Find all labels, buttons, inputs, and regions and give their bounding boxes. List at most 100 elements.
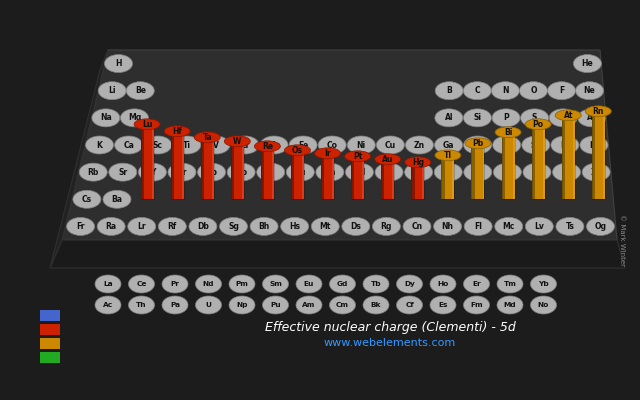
Ellipse shape — [129, 296, 154, 314]
Text: Sn: Sn — [472, 168, 483, 177]
Text: Fl: Fl — [474, 222, 482, 231]
Ellipse shape — [556, 110, 581, 121]
Ellipse shape — [198, 163, 225, 181]
Ellipse shape — [128, 218, 156, 236]
Text: Pu: Pu — [270, 302, 281, 308]
Text: W: W — [233, 137, 241, 146]
Polygon shape — [445, 155, 454, 199]
Text: Xe: Xe — [591, 168, 602, 177]
Ellipse shape — [463, 109, 492, 127]
Text: Ag: Ag — [383, 168, 395, 177]
Text: Ds: Ds — [350, 222, 361, 231]
Ellipse shape — [311, 218, 339, 236]
Text: Tl: Tl — [444, 151, 452, 160]
Polygon shape — [201, 137, 204, 199]
Ellipse shape — [262, 296, 289, 314]
Text: Na: Na — [100, 113, 112, 122]
Text: Rg: Rg — [381, 222, 392, 231]
Ellipse shape — [79, 163, 108, 181]
Ellipse shape — [173, 136, 201, 154]
Ellipse shape — [397, 275, 422, 293]
Text: Mo: Mo — [235, 168, 248, 177]
Ellipse shape — [224, 136, 250, 147]
Ellipse shape — [375, 163, 403, 181]
Text: Ni: Ni — [356, 140, 366, 150]
Text: Cu: Cu — [385, 140, 396, 150]
Text: U: U — [205, 302, 211, 308]
Ellipse shape — [95, 296, 121, 314]
Text: www.webelements.com: www.webelements.com — [324, 338, 456, 348]
Text: Db: Db — [197, 222, 209, 231]
Text: Br: Br — [560, 140, 570, 150]
Polygon shape — [141, 124, 144, 199]
Ellipse shape — [522, 136, 550, 154]
Ellipse shape — [435, 150, 461, 161]
Ellipse shape — [376, 136, 404, 154]
Text: Ar: Ar — [587, 113, 596, 122]
Polygon shape — [483, 143, 484, 199]
Text: Ne: Ne — [584, 86, 595, 95]
Polygon shape — [573, 115, 575, 199]
Text: Pd: Pd — [354, 168, 365, 177]
Text: He: He — [582, 59, 593, 68]
Text: Rb: Rb — [88, 168, 99, 177]
Ellipse shape — [404, 163, 433, 181]
Text: N: N — [502, 86, 509, 95]
Ellipse shape — [250, 218, 278, 236]
Polygon shape — [50, 240, 625, 268]
Ellipse shape — [556, 218, 584, 236]
Ellipse shape — [406, 136, 433, 154]
Ellipse shape — [67, 218, 95, 236]
Text: Te: Te — [532, 168, 542, 177]
Text: Cd: Cd — [413, 168, 424, 177]
Text: Ba: Ba — [111, 195, 122, 204]
Ellipse shape — [547, 82, 575, 100]
Text: Yb: Yb — [538, 281, 549, 287]
Text: Rn: Rn — [593, 107, 604, 116]
Polygon shape — [475, 143, 484, 199]
Ellipse shape — [115, 136, 143, 154]
Text: Ge: Ge — [472, 140, 483, 150]
Polygon shape — [171, 131, 174, 199]
Text: Tb: Tb — [371, 281, 381, 287]
Text: Zr: Zr — [177, 168, 187, 177]
Ellipse shape — [86, 136, 113, 154]
Polygon shape — [603, 111, 605, 199]
Text: P: P — [503, 113, 509, 122]
Polygon shape — [592, 111, 595, 199]
Text: Rf: Rf — [168, 222, 177, 231]
Text: Pt: Pt — [353, 152, 362, 161]
Ellipse shape — [375, 154, 401, 165]
Text: Ra: Ra — [106, 222, 116, 231]
Polygon shape — [212, 137, 214, 199]
Polygon shape — [422, 162, 424, 199]
Text: Og: Og — [595, 222, 607, 231]
Ellipse shape — [296, 296, 322, 314]
Text: Es: Es — [438, 302, 448, 308]
Text: Ca: Ca — [123, 140, 134, 150]
Polygon shape — [415, 162, 424, 199]
Polygon shape — [502, 132, 505, 199]
Ellipse shape — [158, 218, 186, 236]
Ellipse shape — [330, 275, 355, 293]
Ellipse shape — [289, 136, 317, 154]
Ellipse shape — [194, 132, 220, 143]
Text: Rh: Rh — [324, 168, 335, 177]
Ellipse shape — [465, 138, 491, 149]
Text: Li: Li — [108, 86, 116, 95]
Ellipse shape — [580, 136, 608, 154]
Text: Pb: Pb — [472, 139, 484, 148]
Polygon shape — [532, 124, 535, 199]
Polygon shape — [234, 141, 244, 199]
Text: I: I — [565, 168, 568, 177]
Text: Kr: Kr — [589, 140, 599, 150]
Text: H: H — [115, 59, 122, 68]
Text: Bk: Bk — [371, 302, 381, 308]
Text: Effective nuclear charge (Clementi) - 5d: Effective nuclear charge (Clementi) - 5d — [264, 322, 515, 334]
Ellipse shape — [552, 163, 580, 181]
Text: Er: Er — [472, 281, 481, 287]
Text: Fe: Fe — [298, 140, 308, 150]
Ellipse shape — [120, 109, 148, 127]
Polygon shape — [505, 132, 515, 199]
Ellipse shape — [286, 163, 314, 181]
